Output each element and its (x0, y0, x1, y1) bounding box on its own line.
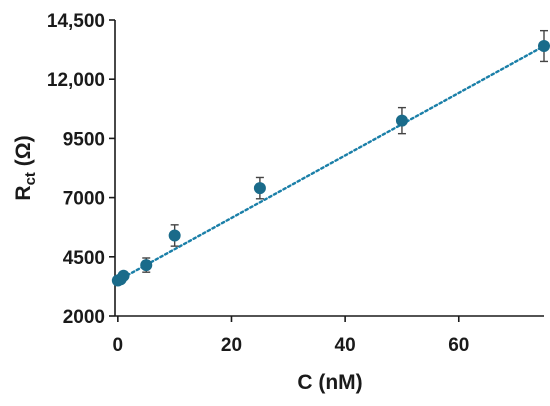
data-point (395, 114, 408, 127)
y-tick-label: 12,000 (47, 70, 105, 91)
x-tick-label: 0 (113, 335, 124, 356)
y-axis-label-unit: (Ω) (12, 135, 35, 172)
data-point (538, 40, 550, 53)
data-point (117, 269, 130, 282)
data-point (253, 182, 266, 195)
y-tick-label: 4500 (63, 248, 105, 269)
y-tick-label: 9500 (63, 129, 105, 150)
y-axis-label: Rct (Ω) (12, 135, 39, 200)
x-ticks: 0 20 40 60 (113, 316, 469, 356)
data-point (168, 229, 181, 242)
trendline (116, 44, 546, 282)
y-tick-label: 14,500 (47, 11, 105, 32)
y-tick-label: 7000 (63, 189, 105, 210)
axes (114, 20, 544, 317)
x-tick-label: 20 (221, 335, 242, 356)
y-axis-label-sub: ct (22, 172, 39, 185)
x-tick-label: 40 (335, 335, 356, 356)
x-tick-label: 60 (448, 335, 469, 356)
y-axis-label-main: R (12, 185, 35, 200)
x-axis-label: C (nM) (297, 371, 362, 394)
data-points (111, 29, 550, 287)
data-point (140, 259, 153, 272)
y-tick-label: 2000 (63, 307, 105, 328)
y-ticks: 2000 4500 7000 9500 12,000 14,500 (47, 11, 115, 328)
trendline-group (116, 44, 546, 282)
